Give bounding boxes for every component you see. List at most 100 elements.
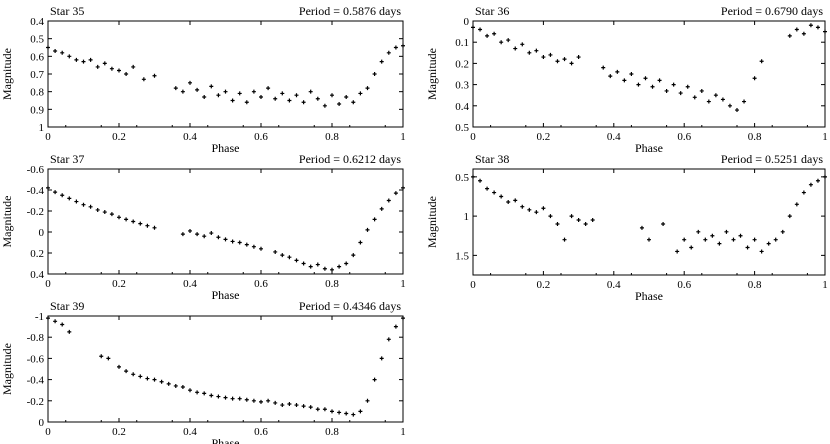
x-axis-label: Phase — [635, 141, 663, 155]
y-tick-label: 0.6 — [30, 51, 44, 63]
data-point — [301, 100, 306, 105]
x-tick-label: 0.2 — [112, 278, 126, 290]
data-point — [53, 190, 58, 195]
data-point — [735, 108, 739, 113]
data-point — [244, 397, 249, 402]
y-axis-label: Magnitude — [0, 343, 14, 395]
data-point — [330, 409, 334, 414]
x-tick-label: 0.8 — [325, 278, 339, 290]
period-label: Period = 0.4346 days — [299, 299, 401, 313]
data-point — [759, 59, 764, 64]
data-point — [358, 240, 363, 245]
data-point — [650, 84, 655, 89]
data-point — [195, 87, 200, 92]
data-point — [815, 178, 820, 183]
data-point — [188, 80, 192, 85]
data-point — [351, 412, 356, 417]
data-point — [541, 206, 546, 211]
data-point — [308, 405, 313, 410]
x-axis-label: Phase — [212, 141, 240, 155]
y-tick-label: 1.5 — [455, 250, 469, 262]
data-point — [131, 64, 136, 69]
data-point — [499, 194, 504, 199]
data-point — [330, 93, 334, 98]
data-point — [322, 103, 327, 108]
data-point — [745, 245, 750, 250]
data-point — [294, 258, 299, 263]
x-tick-label: 1 — [400, 131, 406, 143]
data-point — [569, 61, 574, 66]
data-point — [237, 240, 242, 245]
data-point — [109, 212, 114, 217]
data-point — [308, 89, 313, 94]
data-point — [801, 31, 806, 36]
x-axis-label: Phase — [212, 436, 240, 444]
y-tick-label: -0.6 — [27, 353, 45, 365]
plot-frame — [47, 315, 404, 423]
x-tick-label: 0.8 — [325, 131, 339, 143]
x-tick-label: 0.8 — [748, 279, 762, 291]
data-point — [492, 31, 497, 36]
data-point — [95, 64, 100, 69]
data-point — [351, 100, 356, 105]
data-point — [99, 354, 104, 359]
data-point — [780, 229, 785, 234]
data-point — [337, 102, 342, 107]
x-tick-label: 0.6 — [254, 131, 268, 143]
data-point — [478, 27, 483, 32]
data-point — [699, 88, 704, 93]
data-point — [471, 174, 475, 179]
data-point — [379, 356, 384, 361]
data-point — [657, 78, 662, 83]
data-point — [131, 372, 136, 377]
x-tick-label: 0.2 — [112, 426, 126, 438]
y-tick-label: -0.2 — [27, 396, 44, 408]
data-point — [159, 379, 164, 384]
data-point — [742, 99, 747, 104]
x-tick-label: 0.6 — [254, 426, 268, 438]
data-point — [520, 204, 525, 209]
data-point — [230, 396, 235, 401]
y-tick-label: -0.4 — [27, 375, 45, 387]
data-point — [787, 214, 792, 219]
panel-4: 0 0.2 0.4 0.6 0.8 1 0.5 1 1.5 Star 38 Period = 0.5… — [425, 152, 828, 303]
data-point — [794, 27, 799, 32]
y-tick-label: 0.5 — [455, 172, 469, 184]
data-point — [643, 76, 648, 81]
data-point — [287, 255, 292, 260]
data-point — [337, 410, 342, 415]
data-point — [81, 202, 86, 207]
data-point — [152, 73, 157, 78]
data-point — [752, 76, 757, 81]
y-tick-label: 0.3 — [455, 80, 469, 92]
data-point — [251, 398, 256, 403]
data-point — [280, 403, 285, 408]
data-point — [180, 232, 185, 237]
data-point — [266, 398, 271, 403]
plot-frame — [472, 20, 826, 128]
data-point — [344, 411, 349, 416]
y-tick-label: 0.2 — [30, 248, 44, 260]
data-point — [166, 381, 171, 386]
data-point — [815, 25, 820, 30]
data-point — [237, 396, 242, 401]
data-point — [117, 215, 121, 220]
data-point — [280, 253, 285, 258]
data-point — [287, 401, 292, 406]
data-point — [365, 227, 370, 232]
data-point — [131, 219, 136, 224]
star-label: Star 37 — [50, 152, 84, 166]
data-point — [808, 182, 813, 187]
x-tick-label: 0.4 — [607, 131, 621, 143]
data-point — [216, 394, 221, 399]
data-point — [590, 218, 595, 223]
data-point — [124, 217, 129, 222]
data-point — [209, 84, 214, 89]
data-point — [60, 50, 65, 55]
y-axis-label: Magnitude — [0, 48, 14, 100]
x-tick-label: 0 — [470, 279, 476, 291]
y-tick-label: 0.5 — [30, 34, 44, 46]
data-point — [372, 72, 377, 76]
data-point — [60, 193, 65, 198]
star-label: Star 36 — [475, 4, 509, 18]
